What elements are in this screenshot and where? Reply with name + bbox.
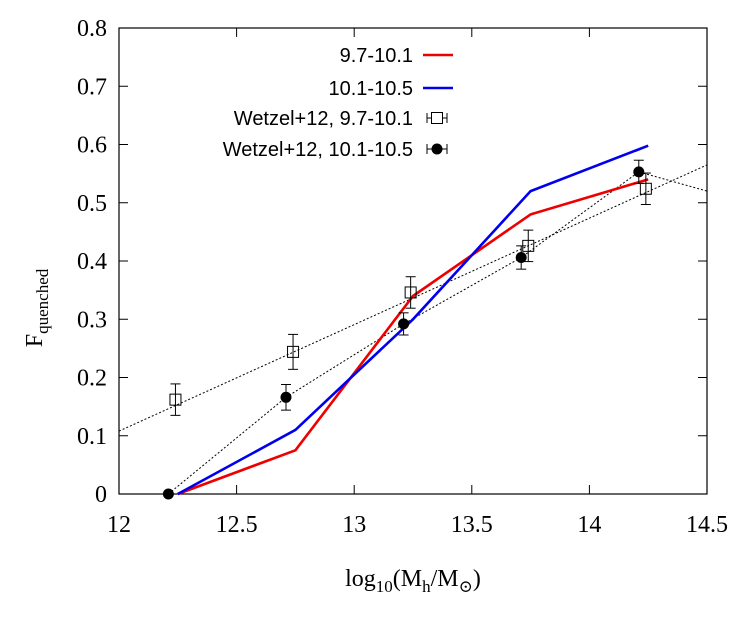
legend-label-1: 10.1-10.5 (328, 78, 413, 100)
open-square-point (404, 286, 417, 299)
legend-label-0: 9.7-10.1 (340, 45, 413, 67)
markers (162, 159, 652, 500)
series-line-0 (177, 178, 649, 496)
fit-lines (118, 164, 708, 495)
x-axis-label: log10(Mh/M⊙) (345, 566, 481, 596)
x-axis-label-sub1: 10 (376, 577, 393, 596)
ticks: 12 12.5 13 13.5 14 14.5 0 0.1 0.2 0.3 0.4 0.5 0.6 0.7… (77, 16, 728, 538)
y-axis-label-main: F (22, 334, 48, 347)
x-tick-label: 13.5 (451, 512, 493, 538)
filled-circle-point (398, 318, 410, 330)
x-axis-label-mid2: /M (431, 566, 459, 592)
legend: 9.7-10.1 10.1-10.5 Wetzel+12, 9.7-10.1 Wetz… (223, 45, 453, 161)
open-square-point (287, 345, 300, 358)
filled-circle-point (280, 391, 292, 403)
filled-circle-point (515, 252, 527, 264)
legend-open-square (431, 112, 443, 124)
fit-line-3 (168, 171, 708, 495)
x-tick-label: 14 (577, 512, 601, 538)
legend-filled-circle (431, 143, 443, 155)
y-tick-label: 0.4 (77, 249, 107, 275)
y-tick-label: 0.2 (77, 366, 107, 392)
y-axis-label-sub: quenched (33, 268, 52, 334)
x-tick-label: 13 (342, 512, 366, 538)
y-tick-label: 0.3 (77, 307, 107, 333)
x-tick-label: 12 (107, 512, 131, 538)
x-axis-label-main: log (345, 566, 376, 592)
x-axis-label-mid: (M (393, 566, 422, 592)
x-axis-label-sub2: h (422, 577, 431, 596)
x-tick-label: 14.5 (686, 512, 728, 538)
legend-label-2: Wetzel+12, 9.7-10.1 (234, 108, 413, 130)
y-tick-label: 0.1 (77, 424, 107, 450)
open-square-point (169, 393, 182, 406)
y-tick-label: 0.6 (77, 133, 107, 159)
x-axis-label-sub3: ⊙ (459, 577, 473, 596)
series-line-1 (177, 144, 649, 496)
fit-line-2 (118, 164, 708, 432)
y-tick-label: 0.8 (77, 16, 107, 42)
filled-circle-point (162, 488, 174, 500)
plot-border (118, 27, 708, 495)
y-tick-label: 0.5 (77, 191, 107, 217)
y-tick-label: 0 (95, 482, 107, 508)
y-axis-label: Fquenched (22, 268, 52, 347)
plot-frame (118, 27, 708, 495)
y-tick-label: 0.7 (77, 74, 107, 100)
x-tick-label: 12.5 (216, 512, 258, 538)
series-lines (177, 144, 649, 496)
open-square-point (639, 182, 652, 195)
legend-label-3: Wetzel+12, 10.1-10.5 (223, 139, 413, 161)
x-axis-label-end: ) (473, 566, 481, 592)
filled-circle-point (633, 166, 645, 178)
